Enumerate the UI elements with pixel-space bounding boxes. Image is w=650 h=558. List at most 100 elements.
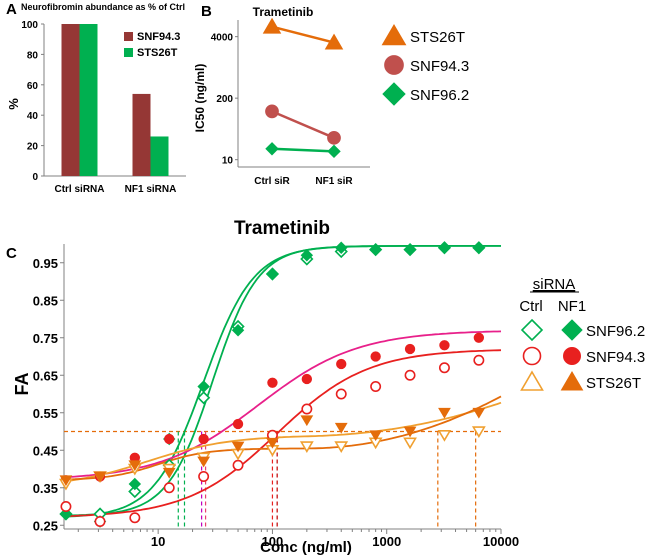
panel-c-axes: 0.25 0.35 0.45 0.55 0.65 0.75 0.85 0.95 10 100 100…: [33, 244, 519, 549]
panel-c-data-point: [60, 501, 72, 512]
panel-c-data-point: [369, 243, 382, 256]
panel-c-xlabel: Conc (ng/ml): [260, 539, 352, 556]
panel-c-y-tick-label: 0.95: [33, 256, 58, 271]
panel-c-legend-col-nf1: NF1: [558, 298, 586, 315]
panel-b-legend-label: SNF96.2: [410, 87, 469, 104]
panel-c-data-point: [300, 415, 314, 427]
panel-c-data-point: [335, 241, 348, 254]
panel-a-ylabel: %: [6, 98, 21, 110]
panel-b-legend-label: STS26T: [410, 29, 465, 46]
panel-c-fit-curve: [63, 349, 502, 518]
panel-b-series-line: [271, 147, 335, 153]
panel-b-line-chart: Trametinib IC50 (ng/ml) 10 200 4000 Ctrl si…: [193, 5, 469, 187]
panel-c-data-point: [198, 471, 210, 482]
panel-b-point: [327, 144, 341, 159]
panel-b-legend-label: SNF94.3: [410, 58, 469, 75]
panel-c-data-point: [94, 516, 106, 527]
panel-c-data-point: [198, 433, 209, 445]
panel-c-fit-curve: [63, 245, 501, 518]
panel-a-y-tick-label: 20: [27, 142, 39, 153]
panel-c-legend-label: SNF94.3: [586, 349, 645, 366]
panel-c-data-point: [334, 441, 349, 454]
panel-a-legend-swatch: [124, 32, 133, 41]
panel-c-data-point: [299, 441, 314, 454]
panel-c-y-tick-label: 0.85: [33, 293, 58, 308]
panel-c-data-point: [403, 437, 417, 450]
panel-b-point: [324, 33, 344, 50]
panel-c-legend-marker-ctrl: [520, 370, 544, 391]
panel-b-legend-marker: [381, 24, 407, 46]
panel-c-legend-marker-nf1: [560, 371, 584, 391]
panel-b-legend-marker: [382, 82, 406, 106]
panel-a-bar-chart: Neurofibromin abundance as % of Ctrl % 0…: [6, 2, 186, 195]
panel-c-data-point: [231, 441, 245, 453]
panel-c-data-point: [472, 241, 486, 254]
panel-c-x-tick-label: 10000: [483, 534, 519, 549]
panel-c-data-point: [197, 380, 210, 393]
panel-b-series: [262, 17, 344, 159]
panel-c-data-point: [231, 324, 245, 337]
panel-a-y-tick-label: 40: [27, 111, 39, 122]
panel-c-title: Trametinib: [234, 218, 330, 239]
panel-c-reference-lines: [64, 430, 501, 529]
panel-c-fit-curves: [63, 245, 502, 518]
panel-c-legend-title: siRNA: [533, 276, 576, 293]
panel-b-category-label: NF1 siR: [315, 176, 353, 187]
panel-c-data-point: [369, 430, 383, 442]
panel-c-legend-col-ctrl: Ctrl: [519, 298, 542, 315]
panel-c-data-point: [404, 369, 416, 381]
panel-a-bar: [61, 24, 80, 176]
panel-a-bar: [79, 24, 98, 176]
panel-c-x-tick-label: 1000: [372, 534, 401, 549]
panel-c-data-point: [336, 358, 347, 370]
panel-a-title: Neurofibromin abundance as % of Ctrl: [21, 2, 185, 12]
panel-c-data-point: [232, 418, 244, 430]
panel-c-data-point: [404, 343, 416, 355]
panel-b-y-tick-label: 4000: [211, 33, 234, 44]
panel-c-x-tick-label: 100: [262, 534, 284, 549]
panel-c-legend-marker-nf1: [561, 319, 583, 341]
panel-c-data-point: [232, 459, 244, 471]
panel-c-data-point: [439, 340, 450, 351]
panel-a-y-tick-label: 60: [27, 81, 39, 92]
panel-c-data-point: [162, 467, 176, 479]
panel-c-data-point: [197, 391, 211, 405]
panel-a-bars: Ctrl siRNA NF1 siRNA: [54, 24, 176, 195]
panel-b-series-line: [271, 25, 335, 44]
panel-c-data-point: [163, 482, 175, 494]
panel-c-label: C: [6, 245, 17, 262]
panel-a-bar: [132, 93, 151, 176]
panel-c-data-point: [335, 388, 347, 400]
panel-c-fit-curve: [63, 245, 501, 517]
panel-b-category-label: Ctrl siR: [254, 176, 290, 187]
panel-a-legend-swatch: [124, 48, 133, 57]
panel-b-y-tick-label: 200: [216, 94, 233, 105]
panel-c-data-points: [59, 241, 486, 528]
panel-a-legend-label: SNF94.3: [137, 31, 180, 43]
panel-b-axes: 10 200 4000 Ctrl siR NF1 siR: [211, 20, 370, 187]
panel-c-data-point: [473, 332, 485, 343]
panel-b-point: [327, 130, 341, 145]
panel-c-y-tick-label: 0.35: [33, 481, 58, 496]
panel-c-data-point: [471, 426, 486, 439]
panel-b-point: [265, 104, 279, 119]
panel-c-data-point: [59, 475, 73, 487]
panel-c-data-point: [267, 377, 278, 388]
panel-b-y-tick-label: 10: [222, 156, 234, 167]
panel-c-data-point: [59, 507, 73, 521]
panel-b-label: B: [201, 3, 212, 20]
panel-c-y-tick-label: 0.45: [33, 443, 58, 458]
panel-c-data-point: [370, 351, 381, 362]
panel-c-data-point: [438, 407, 451, 419]
panel-b-legend-marker: [384, 55, 404, 75]
panel-c-y-tick-label: 0.25: [33, 518, 58, 533]
panel-c-data-point: [300, 249, 314, 262]
panel-c-data-point: [370, 381, 382, 392]
panel-c-legend-marker-nf1: [563, 347, 581, 365]
panel-c-data-point: [472, 407, 486, 419]
panel-c-data-point: [438, 362, 450, 374]
panel-c-data-point: [301, 403, 313, 415]
panel-a-label: A: [6, 1, 17, 18]
panel-c-data-point: [164, 433, 175, 445]
